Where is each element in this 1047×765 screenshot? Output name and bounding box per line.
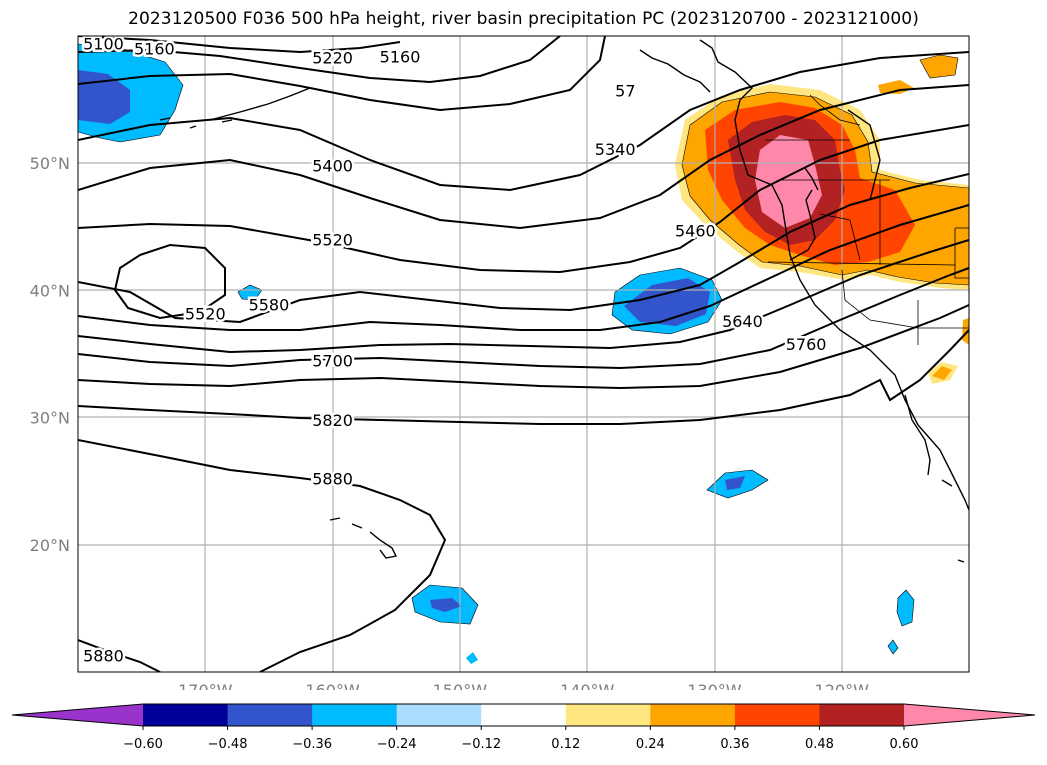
- colorbar-segment: [143, 704, 229, 726]
- contour-label: 5100: [83, 35, 124, 54]
- map-frame: [77, 35, 970, 673]
- contour-label: 5520: [185, 304, 226, 323]
- contour-label: 5580: [249, 295, 290, 314]
- contour-label: 5340: [595, 140, 636, 159]
- longitude-label: 170°W: [178, 681, 233, 690]
- colorbar-tick-label: −0.48: [208, 737, 248, 752]
- colorbar-outline: [11, 703, 1036, 727]
- map-title: 2023120500 F036 500 hPa height, river ba…: [128, 9, 919, 29]
- latitude-label: 20°N: [30, 536, 70, 555]
- colorbar-tick-label: 0.48: [805, 737, 834, 752]
- contour-label: 57: [615, 82, 635, 101]
- colorbar-extend-low: [12, 704, 143, 726]
- contour-label: 5400: [312, 157, 353, 176]
- longitude-label: 150°W: [433, 681, 488, 690]
- colorbar-segment: [734, 704, 820, 726]
- latitude-label: 30°N: [30, 409, 70, 428]
- contour-label: 5820: [312, 411, 353, 430]
- contour-label: 5460: [675, 222, 716, 241]
- colorbar-segment: [312, 704, 398, 726]
- colorbar-segment: [565, 704, 651, 726]
- longitude-label: 160°W: [305, 681, 360, 690]
- longitude-labels: 170°W 160°W 150°W 140°W 130°W 120°W: [178, 681, 869, 690]
- latitude-label: 50°N: [30, 154, 70, 173]
- contour-label: 5160: [134, 40, 175, 59]
- contour-label: 5520: [312, 231, 353, 250]
- colorbar-segment: [227, 704, 313, 726]
- colorbar-segment: [396, 704, 482, 726]
- state-borders: [765, 94, 969, 345]
- coastlines: [159, 39, 969, 563]
- colorbar-tick-label: 0.24: [636, 737, 665, 752]
- contour-label: 5880: [312, 470, 353, 489]
- colorbar-segment: [481, 704, 567, 726]
- contour-label: 5700: [312, 351, 353, 370]
- colorbar-tick-label: 0.60: [890, 737, 919, 752]
- longitude-label: 130°W: [687, 681, 742, 690]
- longitude-label: 140°W: [560, 681, 615, 690]
- contour-label: 5220: [312, 49, 353, 68]
- contour-label: 5760: [786, 335, 827, 354]
- contour-label: 5880: [83, 646, 124, 665]
- gridlines: [78, 36, 969, 672]
- colorbar-tick-label: −0.12: [461, 737, 501, 752]
- latitude-labels: 50°N 40°N 30°N 20°N: [30, 154, 70, 555]
- contour-label: 5160: [380, 47, 421, 66]
- colorbar-segment: [819, 704, 905, 726]
- colorbar-tick-label: −0.60: [123, 737, 163, 752]
- contour-labels: 5100 5160 5220 5160 5400 5520 5520 5580 5700 5820…: [81, 35, 829, 668]
- contour-label: 5640: [722, 312, 763, 331]
- longitude-label: 120°W: [815, 681, 870, 690]
- height-contours: [78, 36, 969, 672]
- colorbar-tick-label: 0.12: [551, 737, 580, 752]
- colorbar-extend-high: [904, 704, 1035, 726]
- colorbar-tick-label: 0.36: [720, 737, 749, 752]
- colorbar-tick-label: −0.36: [292, 737, 332, 752]
- map-panel: 5100 5160 5220 5160 5400 5520 5520 5580 5700 5820…: [30, 35, 970, 690]
- latitude-label: 40°N: [30, 281, 70, 300]
- positive-anomaly-fill: [675, 54, 969, 384]
- colorbar-tick-label: −0.24: [377, 737, 417, 752]
- colorbar-segment: [650, 704, 736, 726]
